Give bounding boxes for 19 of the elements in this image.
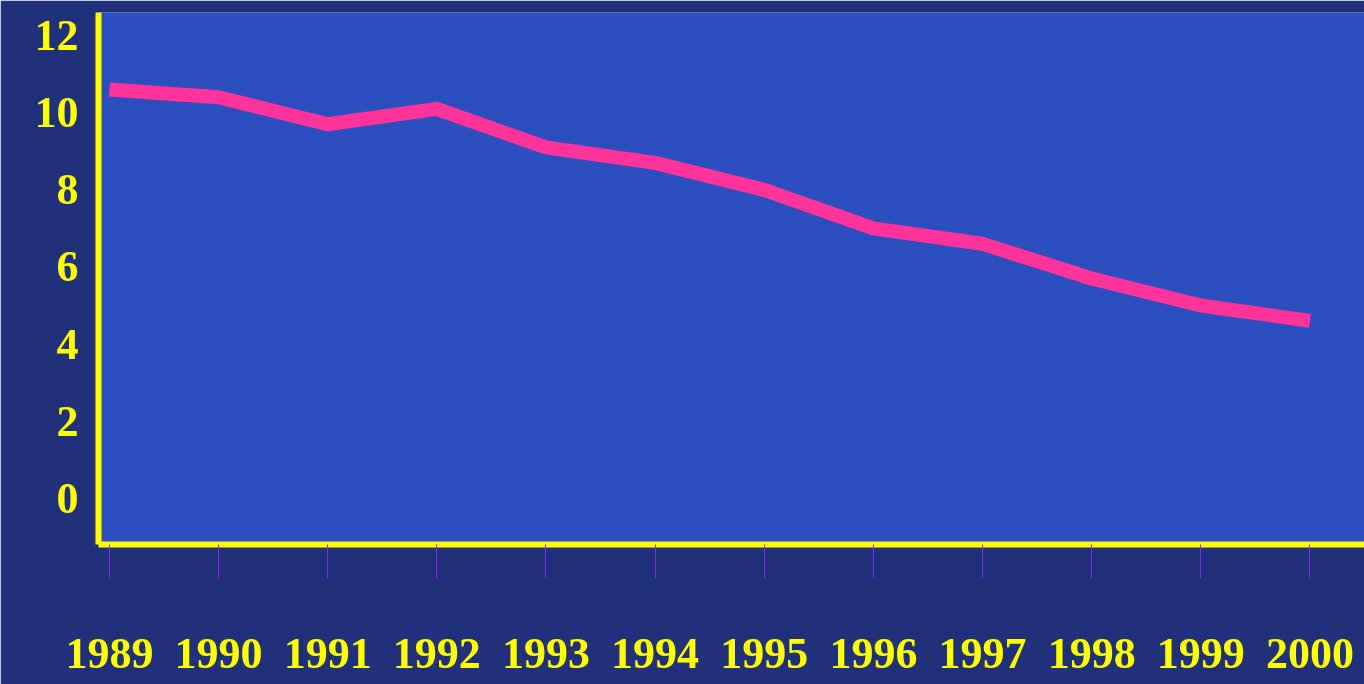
x-tick-label: 1999 xyxy=(1156,628,1245,678)
y-tick-label: 0 xyxy=(56,473,79,523)
y-tick-label: 4 xyxy=(56,319,79,369)
y-tick-label: 10 xyxy=(34,88,79,138)
x-tick-label: 1998 xyxy=(1047,628,1136,678)
y-tick-label: 12 xyxy=(34,11,79,61)
x-tick-label: 2000 xyxy=(1265,628,1354,678)
y-tick-label: 2 xyxy=(56,396,79,446)
x-tick-label: 1997 xyxy=(938,628,1027,678)
y-tick-label: 8 xyxy=(56,165,79,215)
x-tick-label: 1989 xyxy=(65,628,154,678)
x-tick-label: 1990 xyxy=(174,628,263,678)
x-tick-label: 1995 xyxy=(720,628,809,678)
x-tick-label: 1996 xyxy=(829,628,918,678)
x-tick-label: 1993 xyxy=(501,628,590,678)
x-tick-label: 1994 xyxy=(611,628,700,678)
x-tick-label: 1991 xyxy=(283,628,372,678)
x-tick-label: 1992 xyxy=(392,628,481,678)
y-tick-label: 6 xyxy=(56,242,79,292)
